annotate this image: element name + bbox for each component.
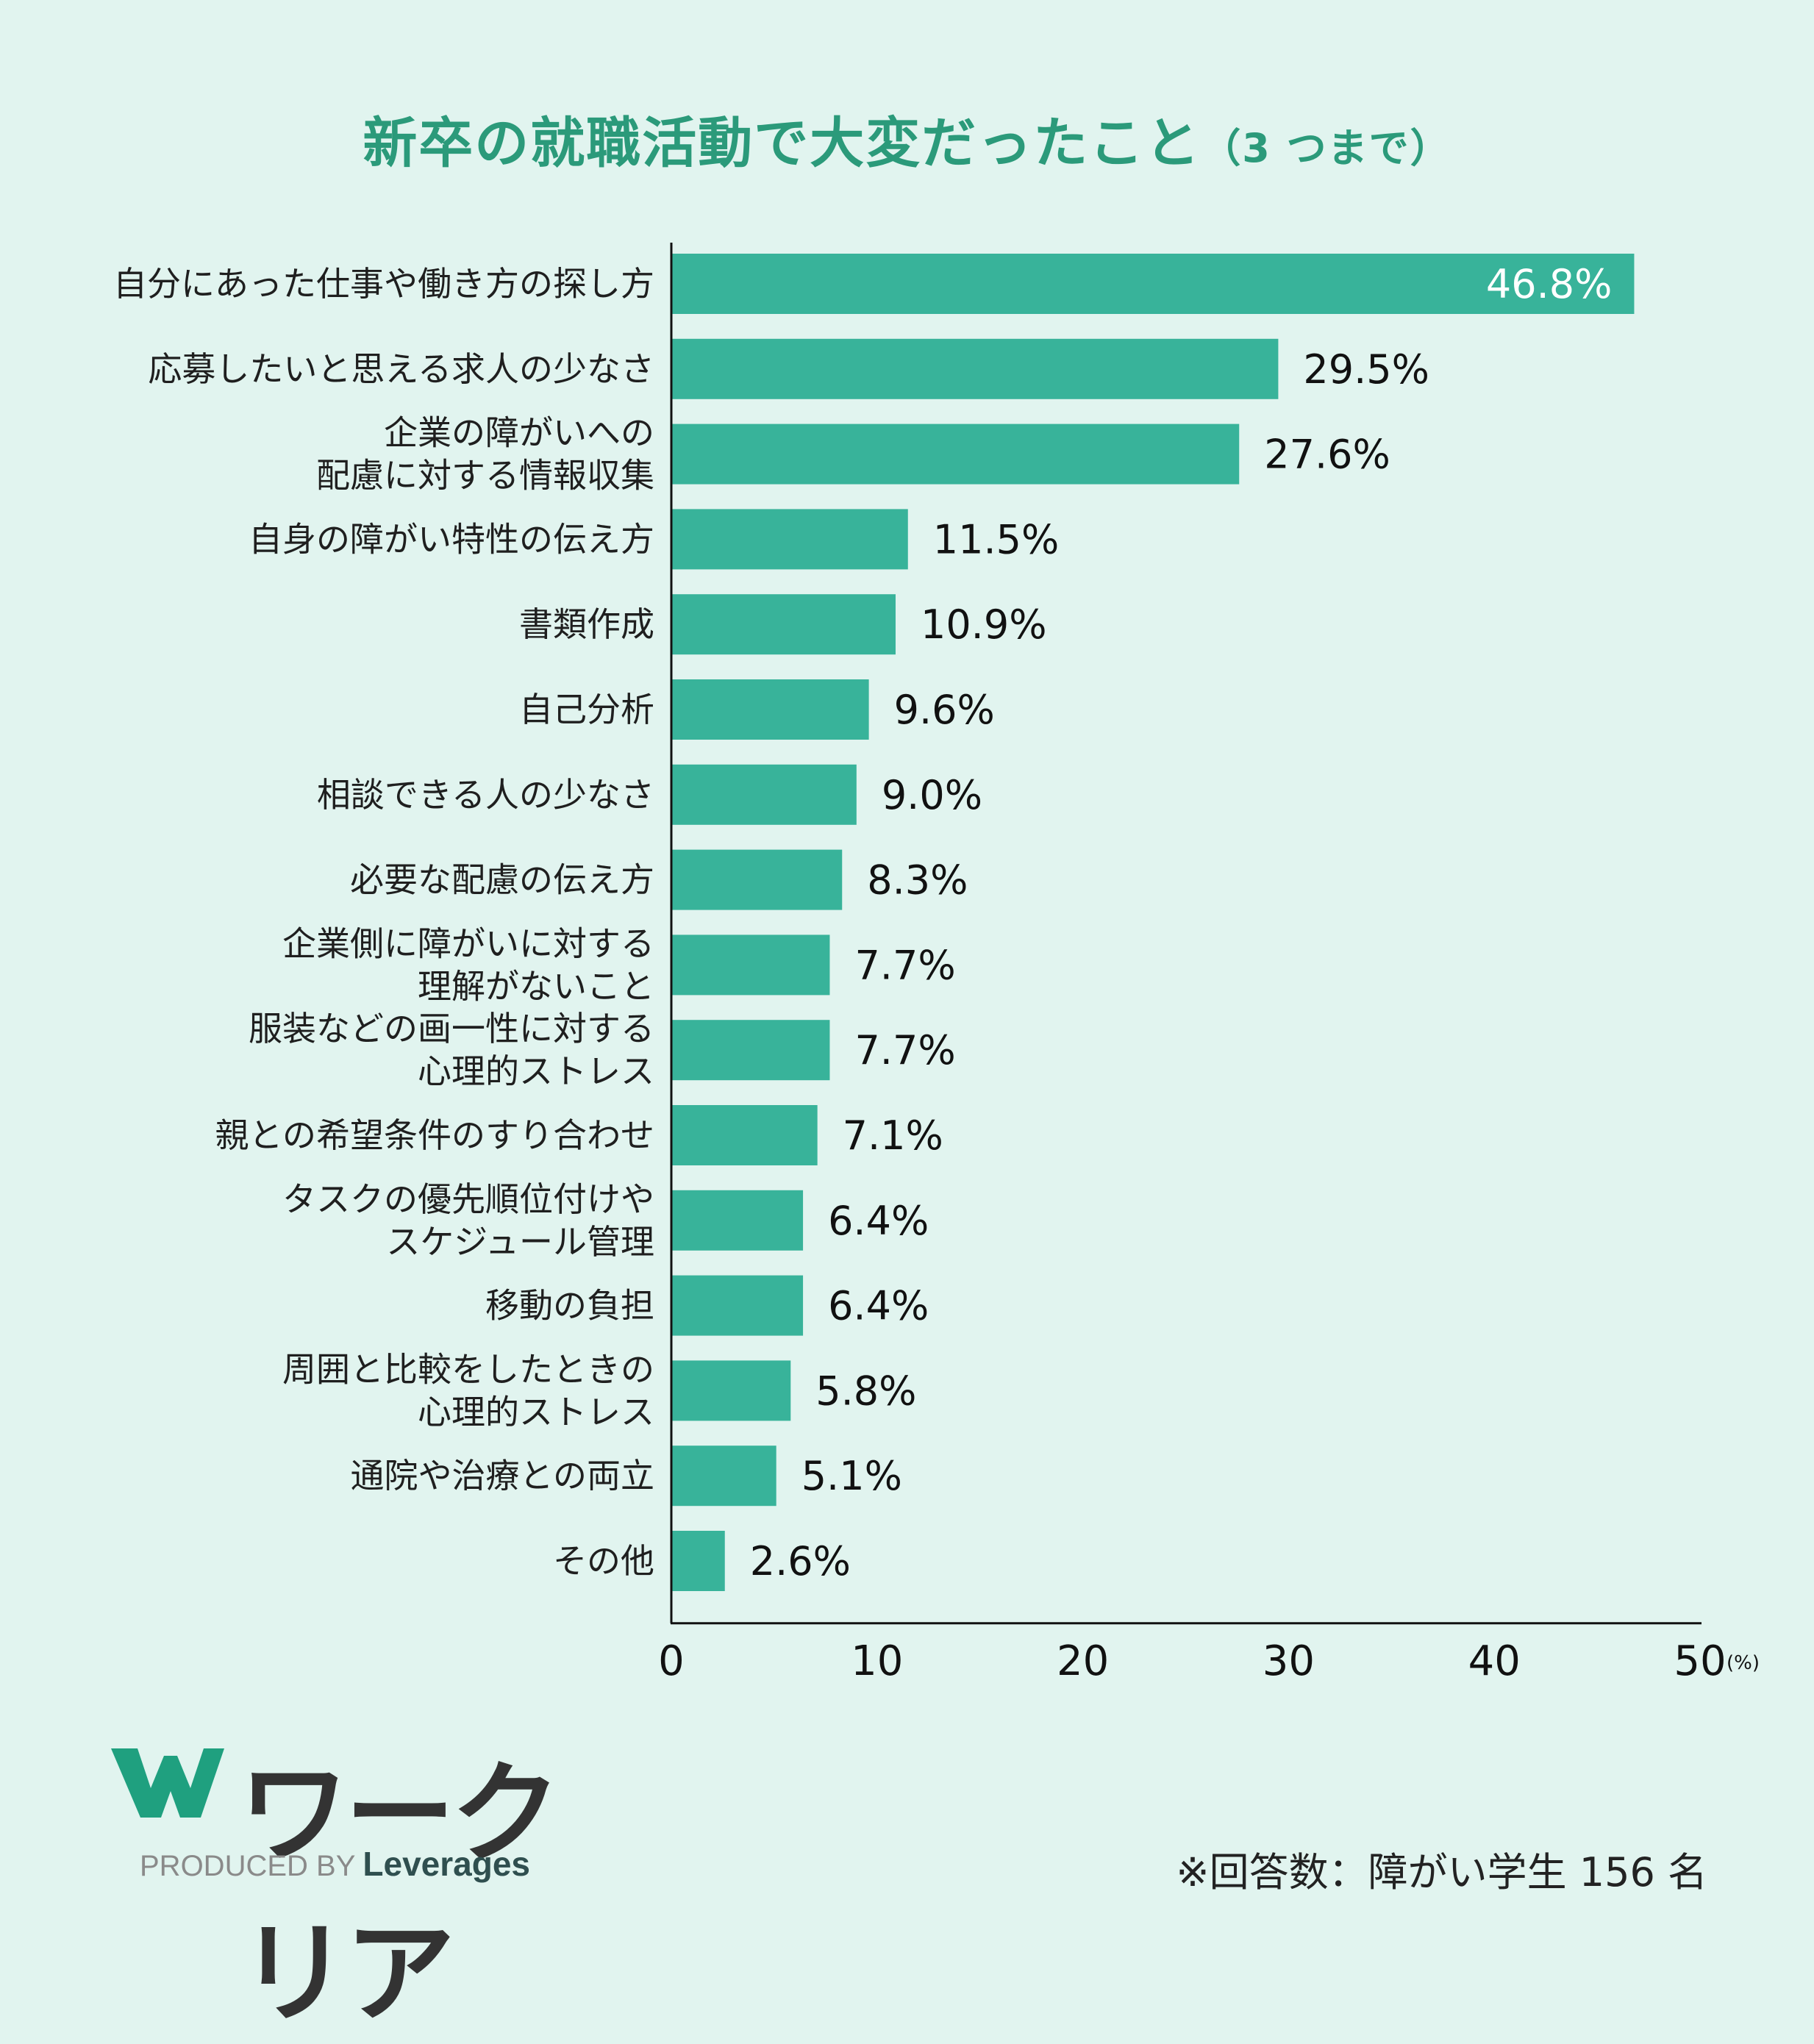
value-label-6: 9.6%: [894, 687, 995, 733]
x-tick-label-10: 10: [851, 1637, 903, 1685]
x-tick-label-0: 0: [658, 1637, 685, 1685]
workclear-logo-icon: [111, 1748, 224, 1818]
category-label-9-line1: 企業側に障がいに対する: [282, 923, 654, 963]
value-label-11: 7.1%: [843, 1112, 943, 1159]
category-label-4: 自身の障がい特性の伝え方: [249, 519, 654, 559]
chart-title-sub: （3 つまで）: [1201, 125, 1451, 171]
x-tick-label-30: 30: [1263, 1637, 1315, 1685]
category-label-11: 親との希望条件のすり合わせ: [215, 1115, 654, 1155]
produced-by-text: PRODUCED BY: [140, 1850, 356, 1882]
company-name: Leverages: [363, 1845, 530, 1883]
bar-3: [671, 424, 1240, 485]
value-label-14: 5.8%: [815, 1368, 916, 1414]
category-label-9-line2: 理解がないこと: [418, 966, 654, 1006]
bar-8: [671, 849, 843, 910]
bar-1: [671, 254, 1635, 314]
category-label-12-line2: スケジュール管理: [386, 1222, 654, 1262]
x-tick-label-20: 20: [1057, 1637, 1109, 1685]
category-label-10-line2: 心理的ストレス: [418, 1051, 654, 1091]
category-label-12-line1: タスクの優先順位付けや: [282, 1179, 654, 1219]
value-label-5: 10.9%: [921, 601, 1047, 648]
category-label-14-line2: 心理的ストレス: [418, 1392, 654, 1432]
category-label-2: 応募したいと思える求人の少なさ: [148, 349, 654, 389]
produced-by: PRODUCED BY Leverages: [140, 1844, 530, 1884]
category-label-14-line1: 周囲と比較をしたときの: [282, 1349, 654, 1389]
value-label-3: 27.6%: [1264, 432, 1390, 478]
bar-9: [671, 935, 830, 996]
x-tick-label-40: 40: [1468, 1637, 1521, 1685]
value-label-7: 9.0%: [882, 772, 982, 818]
bar-7: [671, 764, 857, 825]
chart-title: 新卒の就職活動で大変だったこと（3 つまで）: [0, 99, 1814, 178]
category-label-8: 必要な配慮の伝え方: [350, 860, 654, 900]
value-label-15: 5.1%: [801, 1453, 902, 1499]
bar-14: [671, 1360, 791, 1421]
category-label-5: 書類作成: [519, 604, 654, 644]
category-label-10-line1: 服装などの画一性に対する: [249, 1009, 654, 1048]
x-axis-unit: (%): [1726, 1652, 1760, 1674]
category-label-3-line1: 企業の障がいへの: [384, 413, 654, 453]
respondent-footnote: ※回答数：障がい学生 156 名: [1176, 1849, 1707, 1895]
bar-15: [671, 1446, 776, 1507]
value-label-1: 46.8%: [1486, 261, 1613, 307]
bar-4: [671, 509, 908, 570]
bar-6: [671, 679, 869, 740]
bar-chart: 自分にあった仕事や働き方の探し方 46.8% 応募したいと思える求人の少なさ 29.5…: [113, 243, 1760, 1685]
chart-title-main: 新卒の就職活動で大変だったこと: [363, 112, 1201, 175]
bar-5: [671, 594, 896, 655]
bar-2: [671, 338, 1279, 399]
value-label-12: 6.4%: [828, 1198, 929, 1244]
category-label-7: 相談できる人の少なさ: [317, 775, 654, 815]
value-label-9: 7.7%: [854, 942, 955, 988]
value-label-13: 6.4%: [828, 1283, 929, 1329]
value-label-8: 8.3%: [867, 857, 968, 904]
category-label-6: 自己分析: [519, 690, 654, 729]
value-label-16: 2.6%: [750, 1538, 851, 1584]
value-label-2: 29.5%: [1303, 346, 1429, 393]
bar-10: [671, 1020, 830, 1081]
x-tick-label-50: 50: [1674, 1637, 1726, 1685]
category-label-15: 通院や治療との両立: [350, 1456, 654, 1496]
category-label-1: 自分にあった仕事や働き方の探し方: [113, 264, 654, 304]
bar-13: [671, 1275, 804, 1336]
category-label-3-line2: 配慮に対する情報収集: [316, 456, 654, 496]
bar-16: [671, 1531, 725, 1591]
bar-11: [671, 1105, 818, 1165]
category-label-13: 移動の負担: [485, 1286, 654, 1326]
logo-wordmark: ワークリア: [239, 1751, 561, 2038]
category-label-16: その他: [553, 1541, 654, 1581]
value-label-4: 11.5%: [933, 516, 1060, 562]
value-label-10: 7.7%: [854, 1027, 955, 1073]
bar-12: [671, 1190, 804, 1251]
